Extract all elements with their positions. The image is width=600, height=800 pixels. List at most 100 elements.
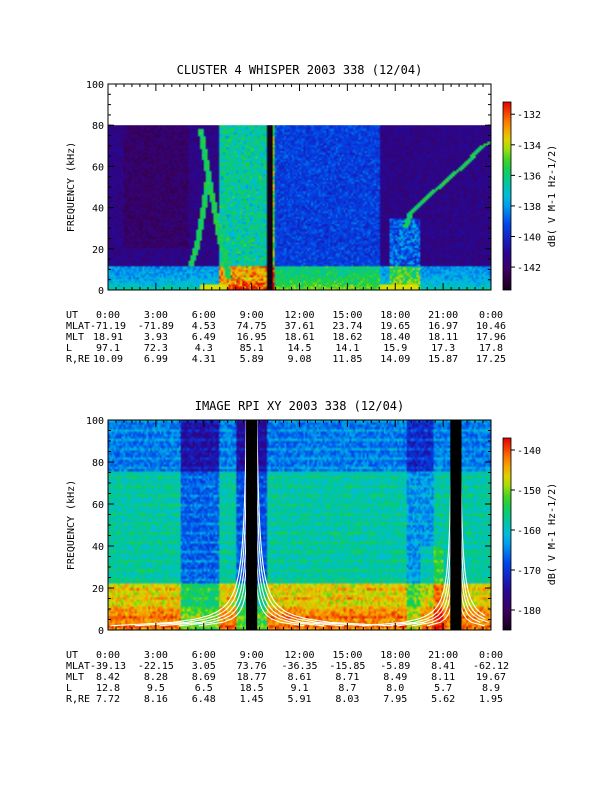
ephemeris-value: 12:00 — [284, 650, 314, 661]
ephemeris-value: 7.95 — [383, 694, 407, 705]
ephemeris-value: -71.19 — [90, 321, 126, 332]
ephemeris-value: 16.97 — [428, 321, 458, 332]
cutoff-curve — [256, 420, 394, 627]
colorbar-tick-label: -142 — [517, 263, 541, 274]
ephemeris-value: 12.8 — [96, 683, 120, 694]
ephemeris-value: 14.1 — [335, 343, 359, 354]
ephemeris-value: 8.28 — [144, 672, 168, 683]
ephemeris-row-label: UT — [66, 310, 78, 321]
ephemeris-value: -71.89 — [138, 321, 174, 332]
ephemeris-value: 7.72 — [96, 694, 120, 705]
y-axis-label: FREQUENCY (kHz) — [66, 142, 77, 232]
y-tick-label: 60 — [92, 500, 104, 511]
y-tick-label: 100 — [86, 80, 104, 91]
ephemeris-value: 5.89 — [240, 354, 264, 365]
ephemeris-value: 17.25 — [476, 354, 506, 365]
ephemeris-value: 1.45 — [240, 694, 264, 705]
cutoff-core — [246, 420, 258, 630]
ephemeris-value: 18.77 — [237, 672, 267, 683]
colorbar-tick-label: -136 — [517, 171, 541, 182]
y-axis-label: FREQUENCY (kHz) — [66, 480, 77, 570]
ephemeris-value: 8.42 — [96, 672, 120, 683]
ephemeris-value: 18.11 — [428, 332, 458, 343]
ephemeris-value: 18.5 — [240, 683, 264, 694]
colorbar-tick-label: -150 — [517, 486, 541, 497]
ephemeris-value: 19.67 — [476, 672, 506, 683]
ephemeris-value: 15:00 — [332, 650, 362, 661]
ephemeris-value: 8.9 — [482, 683, 500, 694]
ephemeris-value: 8.49 — [383, 672, 407, 683]
ephemeris-value: 8.41 — [431, 661, 455, 672]
ephemeris-table: UT 0:00 3:00 6:00 9:00 12:00 15:00 18:00 21:00 0:… — [66, 650, 509, 705]
ephemeris-row-label: MLT — [66, 672, 84, 683]
ephemeris-value: 18:00 — [380, 650, 410, 661]
ephemeris-row-label: MLAT — [66, 661, 90, 672]
ephemeris-value: 18.91 — [93, 332, 123, 343]
y-tick-label: 100 — [86, 416, 104, 427]
ephemeris-value: 9.08 — [287, 354, 311, 365]
ephemeris-value: 9:00 — [240, 310, 264, 321]
ephemeris-value: 6.49 — [192, 332, 216, 343]
cutoff-curve — [110, 419, 247, 627]
ephemeris-value: -62.12 — [473, 661, 509, 672]
ephemeris-value: 72.3 — [144, 343, 168, 354]
colorbar — [502, 437, 512, 631]
ephemeris-value: 8.0 — [386, 683, 404, 694]
ephemeris-value: 8.11 — [431, 672, 455, 683]
ephemeris-value: 85.1 — [240, 343, 264, 354]
y-tick-label: 0 — [98, 286, 104, 297]
ephemeris-value: 23.74 — [332, 321, 362, 332]
chart-title: IMAGE RPI XY 2003 338 (12/04) — [195, 399, 405, 413]
y-tick-label: 80 — [92, 121, 104, 132]
ephemeris-value: 9:00 — [240, 650, 264, 661]
colorbar-tick-label: -132 — [517, 110, 541, 121]
ephemeris-value: 4.3 — [195, 343, 213, 354]
ephemeris-value: 15.9 — [383, 343, 407, 354]
ephemeris-value: 4.53 — [192, 321, 216, 332]
ephemeris-value: 15.87 — [428, 354, 458, 365]
ephemeris-value: 5.7 — [434, 683, 452, 694]
y-tick-label: 40 — [92, 204, 104, 215]
ephemeris-value: 9.5 — [147, 683, 165, 694]
ephemeris-value: 10.46 — [476, 321, 506, 332]
colorbar-label: dB( V M-1 Hz-1/2) — [547, 483, 558, 585]
y-tick-label: 60 — [92, 162, 104, 173]
ephemeris-value: 74.75 — [237, 321, 267, 332]
y-tick-label: 40 — [92, 542, 104, 553]
colorbar-tick-label: -140 — [517, 233, 541, 244]
ephemeris-table: UT 0:00 3:00 6:00 9:00 12:00 15:00 18:00 21:00 0:… — [66, 310, 506, 365]
colorbar-tick-label: -140 — [517, 446, 541, 457]
ephemeris-value: 8.71 — [335, 672, 359, 683]
ephemeris-value: 8.61 — [287, 672, 311, 683]
ephemeris-value: 8.03 — [335, 694, 359, 705]
ephemeris-value: -39.13 — [90, 661, 126, 672]
panel-cluster: CLUSTER 4 WHISPER 2003 338 (12/04) 0 20 40 6… — [66, 63, 558, 365]
colorbar-tick-label: -160 — [517, 526, 541, 537]
ephemeris-row-label: MLT — [66, 332, 84, 343]
ephemeris-value: 0:00 — [96, 650, 120, 661]
ephemeris-value: 0:00 — [479, 650, 503, 661]
ephemeris-value: 5.62 — [431, 694, 455, 705]
ephemeris-value: 21:00 — [428, 310, 458, 321]
ephemeris-value: 14.5 — [287, 343, 311, 354]
ephemeris-value: 8.69 — [192, 672, 216, 683]
ephemeris-value: -15.85 — [329, 661, 365, 672]
ephemeris-value: 18.40 — [380, 332, 410, 343]
ephemeris-value: 15:00 — [332, 310, 362, 321]
ephemeris-value: 18.61 — [284, 332, 314, 343]
ephemeris-value: -22.15 — [138, 661, 174, 672]
ephemeris-value: 3.05 — [192, 661, 216, 672]
ephemeris-value: 73.76 — [237, 661, 267, 672]
ephemeris-value: 14.09 — [380, 354, 410, 365]
ephemeris-value: 0:00 — [479, 310, 503, 321]
ephemeris-value: 9.1 — [290, 683, 308, 694]
ephemeris-value: 6:00 — [192, 650, 216, 661]
ephemeris-row-label: R,RE — [66, 354, 90, 365]
ephemeris-value: 16.95 — [237, 332, 267, 343]
spectrogram — [108, 420, 491, 630]
ephemeris-value: -36.35 — [281, 661, 317, 672]
colorbar-tick-label: -138 — [517, 202, 541, 213]
ephemeris-row-label: L — [66, 343, 72, 354]
ephemeris-value: 4.31 — [192, 354, 216, 365]
